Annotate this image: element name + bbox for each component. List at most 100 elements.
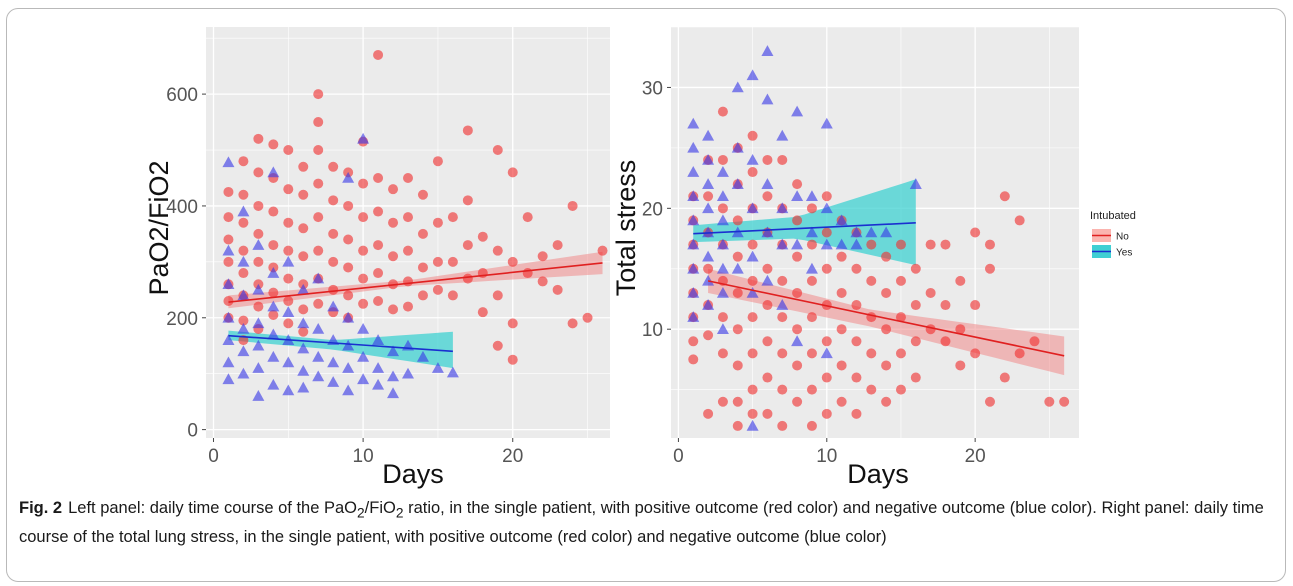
left-point-no: [522, 268, 533, 279]
right-point-no: [881, 396, 892, 407]
left-point-no: [283, 217, 294, 228]
right-point-yes: [731, 178, 744, 189]
right-point-no: [851, 336, 862, 347]
right-point-no: [777, 420, 788, 431]
right-point-no: [955, 324, 966, 335]
right-point-yes: [702, 202, 715, 214]
left-point-no: [432, 156, 443, 167]
left-point-no: [358, 273, 369, 284]
right-point-no: [732, 287, 743, 298]
right-point-no: [1029, 336, 1040, 347]
right-point-yes: [687, 141, 700, 153]
right-point-no: [970, 348, 981, 359]
left-point-yes: [282, 356, 295, 368]
left-point-yes: [237, 367, 250, 379]
right-point-yes: [702, 274, 715, 286]
right-point-no: [777, 312, 788, 323]
left-point-yes: [222, 156, 235, 168]
left-point-no: [223, 296, 234, 306]
right-point-yes: [850, 226, 863, 238]
left-y-tick-label: 0: [187, 421, 198, 442]
right-point-no: [762, 336, 773, 347]
left-point-no: [268, 287, 279, 298]
left-point-no: [283, 245, 294, 256]
left-point-yes: [252, 339, 265, 351]
left-point-no: [328, 161, 339, 172]
right-y-tick-label: 30: [642, 78, 663, 99]
right-point-yes: [746, 419, 759, 431]
right-point-no: [836, 396, 847, 407]
right-point-no: [866, 312, 877, 323]
left-point-yes: [342, 171, 355, 183]
right-point-yes: [791, 190, 804, 202]
left-point-yes: [342, 339, 355, 351]
left-point-no: [298, 304, 309, 315]
right-point-no: [895, 312, 906, 323]
right-point-yes: [746, 286, 759, 298]
left-point-yes: [252, 362, 265, 373]
right-point-yes: [731, 262, 744, 274]
left-point-yes: [252, 390, 265, 401]
left-point-no: [253, 167, 264, 178]
right-point-no: [925, 287, 936, 298]
right-point-no: [895, 275, 906, 286]
right-ribbon-yes: [693, 179, 916, 266]
left-ribbon-no: [228, 251, 603, 309]
right-point-no: [955, 360, 966, 371]
left-point-no: [358, 298, 369, 309]
right-point-yes: [880, 226, 893, 238]
left-point-no: [432, 284, 443, 295]
left-point-no: [238, 189, 249, 200]
right-x-axis-title: Days: [847, 459, 909, 489]
right-point-no: [851, 372, 862, 383]
right-point-no: [925, 239, 936, 250]
right-point-no: [747, 312, 758, 323]
left-point-yes: [312, 350, 325, 362]
left-point-yes: [222, 244, 235, 256]
right-point-no: [777, 384, 788, 395]
left-point-no: [447, 290, 458, 301]
right-point-no: [881, 287, 892, 298]
left-point-no: [403, 172, 413, 183]
right-point-yes: [716, 286, 729, 298]
left-point-no: [313, 117, 324, 128]
right-point-no: [777, 154, 788, 165]
right-point-no: [851, 408, 862, 419]
right-point-yes: [687, 166, 700, 177]
left-point-no: [417, 228, 428, 239]
right-point-yes: [687, 262, 700, 274]
left-point-yes: [327, 356, 340, 368]
left-fit-line-no: [228, 262, 603, 303]
left-point-yes: [297, 342, 310, 354]
right-point-no: [881, 324, 892, 335]
right-point-no: [762, 263, 773, 274]
right-point-no: [762, 154, 773, 165]
right-point-yes: [805, 190, 818, 202]
left-point-no: [552, 284, 563, 295]
right-point-no: [792, 287, 803, 298]
right-panel: 0 10 20 10 20 30 Days Total stress: [611, 26, 1079, 489]
left-point-no: [298, 326, 309, 337]
left-point-no: [492, 290, 503, 301]
left-point-no: [268, 240, 279, 251]
right-point-no: [999, 372, 1010, 383]
left-point-yes: [387, 345, 400, 357]
right-y-tick-label: 20: [642, 199, 663, 220]
left-point-yes: [387, 370, 400, 382]
right-point-yes: [716, 190, 729, 202]
left-point-no: [432, 217, 443, 228]
right-point-yes: [761, 178, 774, 189]
right-point-no: [717, 348, 728, 359]
left-point-yes: [297, 283, 310, 295]
right-point-yes: [835, 214, 848, 226]
right-point-no: [806, 348, 817, 359]
left-point-no: [343, 234, 354, 245]
right-point-no: [747, 408, 758, 419]
left-point-no: [597, 245, 608, 256]
left-point-no: [462, 240, 473, 251]
left-point-no: [373, 206, 384, 217]
left-point-no: [567, 318, 578, 329]
right-x-tick-label: 0: [673, 446, 684, 467]
left-point-no: [492, 145, 503, 156]
left-point-yes: [312, 272, 325, 284]
